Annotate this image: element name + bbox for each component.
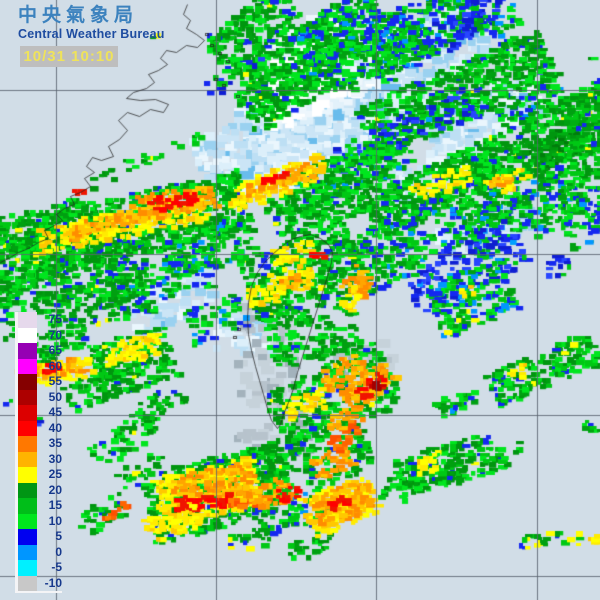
legend-label: 20 xyxy=(48,482,62,497)
legend-row: 10 xyxy=(18,513,62,529)
legend-swatch xyxy=(18,327,37,343)
legend-label: 65 xyxy=(48,343,62,357)
legend-swatch xyxy=(18,436,37,452)
legend-label: 10 xyxy=(48,513,62,528)
legend-label: 0 xyxy=(55,544,62,559)
legend-swatch xyxy=(18,482,37,498)
legend-swatch xyxy=(18,451,37,467)
legend-label: 35 xyxy=(48,436,62,450)
legend-row: 50 xyxy=(18,389,62,405)
legend-swatch xyxy=(18,498,37,514)
legend-row: -5 xyxy=(18,560,62,576)
legend-row: 55 xyxy=(18,374,62,390)
legend-label: 60 xyxy=(48,358,62,373)
legend-swatch xyxy=(18,374,37,390)
header: 中央氣象局 Central Weather Bureau xyxy=(18,5,165,41)
legend-label: 15 xyxy=(48,498,62,512)
legend-swatch xyxy=(18,343,37,359)
legend-label: 45 xyxy=(48,405,62,419)
legend-row: 35 xyxy=(18,436,62,452)
legend-row: 70 xyxy=(18,327,62,343)
legend-swatch xyxy=(18,389,37,405)
legend-row: 15 xyxy=(18,498,62,514)
legend-label: 5 xyxy=(55,529,62,543)
agency-title-en: Central Weather Bureau xyxy=(18,27,165,41)
agency-title-zh: 中央氣象局 xyxy=(18,5,139,26)
legend-row: 5 xyxy=(18,529,62,545)
legend-row: 25 xyxy=(18,467,62,483)
legend-swatch xyxy=(18,405,37,421)
legend-row: 75 xyxy=(18,312,62,328)
legend-row: -10 xyxy=(18,575,62,591)
legend-swatch xyxy=(18,312,37,328)
legend-swatch xyxy=(18,513,37,529)
legend-swatch xyxy=(18,420,37,436)
legend-swatch xyxy=(18,544,37,560)
legend-row: 60 xyxy=(18,358,62,374)
legend-label: 75 xyxy=(48,312,62,326)
legend-label: 30 xyxy=(48,451,62,466)
legend-row: 30 xyxy=(18,451,62,467)
legend-swatch xyxy=(18,358,37,374)
legend-swatch xyxy=(18,575,37,591)
legend-label: 55 xyxy=(48,374,62,388)
legend-label: 25 xyxy=(48,467,62,481)
legend-label: -5 xyxy=(51,560,62,574)
legend-swatch xyxy=(18,467,37,483)
legend-label: 40 xyxy=(48,420,62,435)
legend-row: 0 xyxy=(18,544,62,560)
legend-row: 20 xyxy=(18,482,62,498)
legend-swatch xyxy=(18,529,37,545)
legend-label: 70 xyxy=(48,327,62,342)
timestamp-box: 10/31 10:10 xyxy=(20,46,118,67)
dbz-legend: 75 70 65 60 55 50 45 40 35 30 25 20 15 10 5 0 -5 -10 xyxy=(15,312,62,593)
legend-row: 45 xyxy=(18,405,62,421)
timestamp-text: 10/31 10:10 xyxy=(23,48,115,65)
legend-swatch xyxy=(18,560,37,576)
legend-row: 40 xyxy=(18,420,62,436)
legend-row: 65 xyxy=(18,343,62,359)
legend-label: 50 xyxy=(48,389,62,404)
legend-label: -10 xyxy=(44,575,62,590)
